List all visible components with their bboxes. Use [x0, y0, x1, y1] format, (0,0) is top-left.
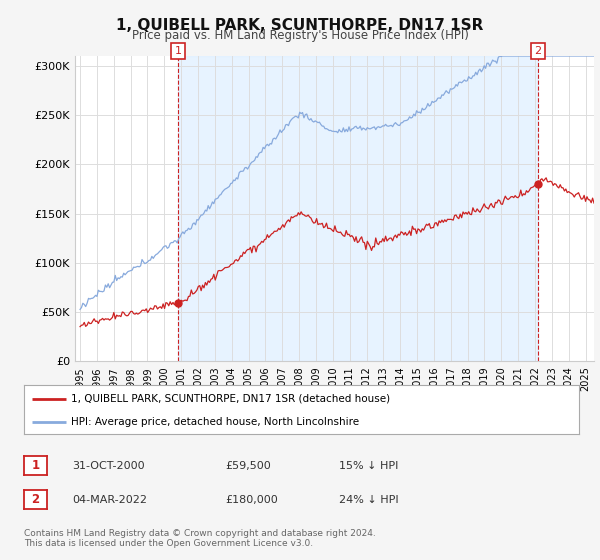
Text: 31-OCT-2000: 31-OCT-2000 — [72, 461, 145, 471]
Text: 1: 1 — [31, 459, 40, 473]
Text: This data is licensed under the Open Government Licence v3.0.: This data is licensed under the Open Gov… — [24, 539, 313, 548]
Text: 2: 2 — [31, 493, 40, 506]
Text: 04-MAR-2022: 04-MAR-2022 — [72, 494, 147, 505]
Text: 2: 2 — [535, 46, 541, 56]
Text: £180,000: £180,000 — [225, 494, 278, 505]
Text: Contains HM Land Registry data © Crown copyright and database right 2024.: Contains HM Land Registry data © Crown c… — [24, 529, 376, 538]
Text: 1, QUIBELL PARK, SCUNTHORPE, DN17 1SR (detached house): 1, QUIBELL PARK, SCUNTHORPE, DN17 1SR (d… — [71, 394, 391, 404]
Bar — [178, 56, 538, 361]
Text: 1, QUIBELL PARK, SCUNTHORPE, DN17 1SR: 1, QUIBELL PARK, SCUNTHORPE, DN17 1SR — [116, 18, 484, 33]
Text: 24% ↓ HPI: 24% ↓ HPI — [339, 494, 398, 505]
Text: HPI: Average price, detached house, North Lincolnshire: HPI: Average price, detached house, Nort… — [71, 417, 359, 427]
Text: 15% ↓ HPI: 15% ↓ HPI — [339, 461, 398, 471]
Text: £59,500: £59,500 — [225, 461, 271, 471]
Text: 1: 1 — [175, 46, 182, 56]
Text: Price paid vs. HM Land Registry's House Price Index (HPI): Price paid vs. HM Land Registry's House … — [131, 29, 469, 42]
